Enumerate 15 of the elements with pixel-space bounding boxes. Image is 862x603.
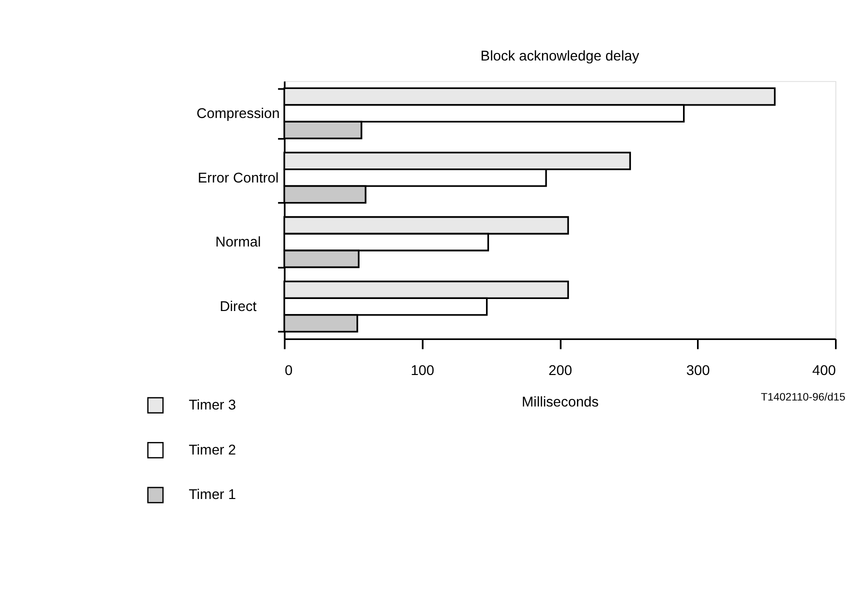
x-tick-label: 0 [284,362,293,378]
y-tick-label: Compression [196,104,280,121]
x-tick-label: 100 [410,362,434,378]
legend-label: Timer 3 [188,396,236,412]
chart-title: Block acknowledge delay [480,47,640,64]
y-tick-label: Direct [220,298,257,314]
x-tick-label: 300 [686,362,710,378]
y-tick-label: Error Control [198,169,279,186]
legend-label: Timer 2 [188,441,236,458]
text: T1402110-96/d15 [760,391,846,404]
x-tick-label: 200 [548,362,572,378]
legend-label: Timer 1 [188,486,236,502]
x-axis-title: Milliseconds [522,394,599,410]
x-tick-label: 400 [812,362,836,378]
y-tick-label: Normal [215,234,261,250]
